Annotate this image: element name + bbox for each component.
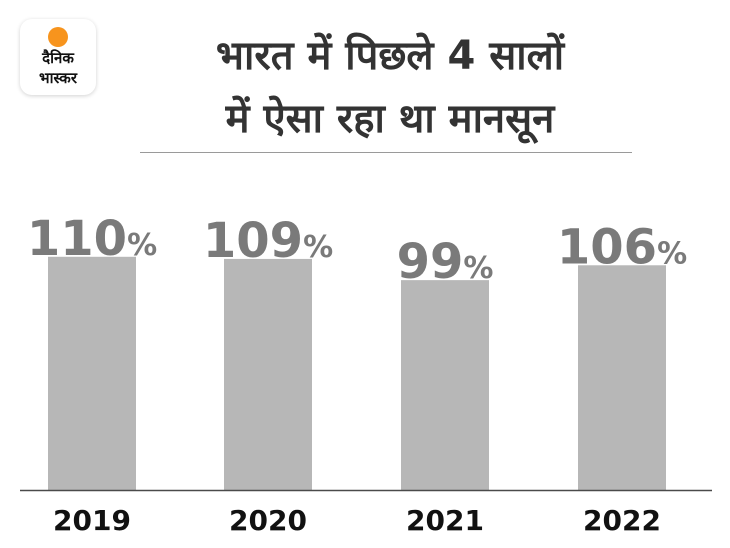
bar-2021: [401, 280, 489, 490]
bar-2022: [578, 265, 666, 490]
bar-value-label-2020: 109%: [203, 213, 333, 269]
category-label-2020: 2020: [229, 504, 307, 537]
bar-value-label-2022: 106%: [557, 219, 687, 275]
bar-value-label-2019: 110%: [27, 211, 157, 267]
logo-text-line1: दैनिक: [42, 49, 74, 67]
dainik-bhaskar-logo: दैनिक भास्कर: [20, 19, 96, 95]
bar-2019: [48, 256, 136, 490]
category-label-2021: 2021: [406, 504, 484, 537]
chart-title-line1: भारत में पिछले 4 सालों: [215, 33, 565, 79]
category-label-2022: 2022: [583, 504, 661, 537]
category-label-2019: 2019: [53, 504, 131, 537]
chart-title-line2: में ऐसा रहा था मानसून: [225, 96, 555, 142]
logo-sun-icon: [48, 27, 68, 47]
bar-value-label-2021: 99%: [397, 234, 494, 290]
logo-text-line2: भास्कर: [39, 69, 77, 87]
bar-2020: [224, 258, 312, 490]
title-divider: [140, 152, 632, 153]
